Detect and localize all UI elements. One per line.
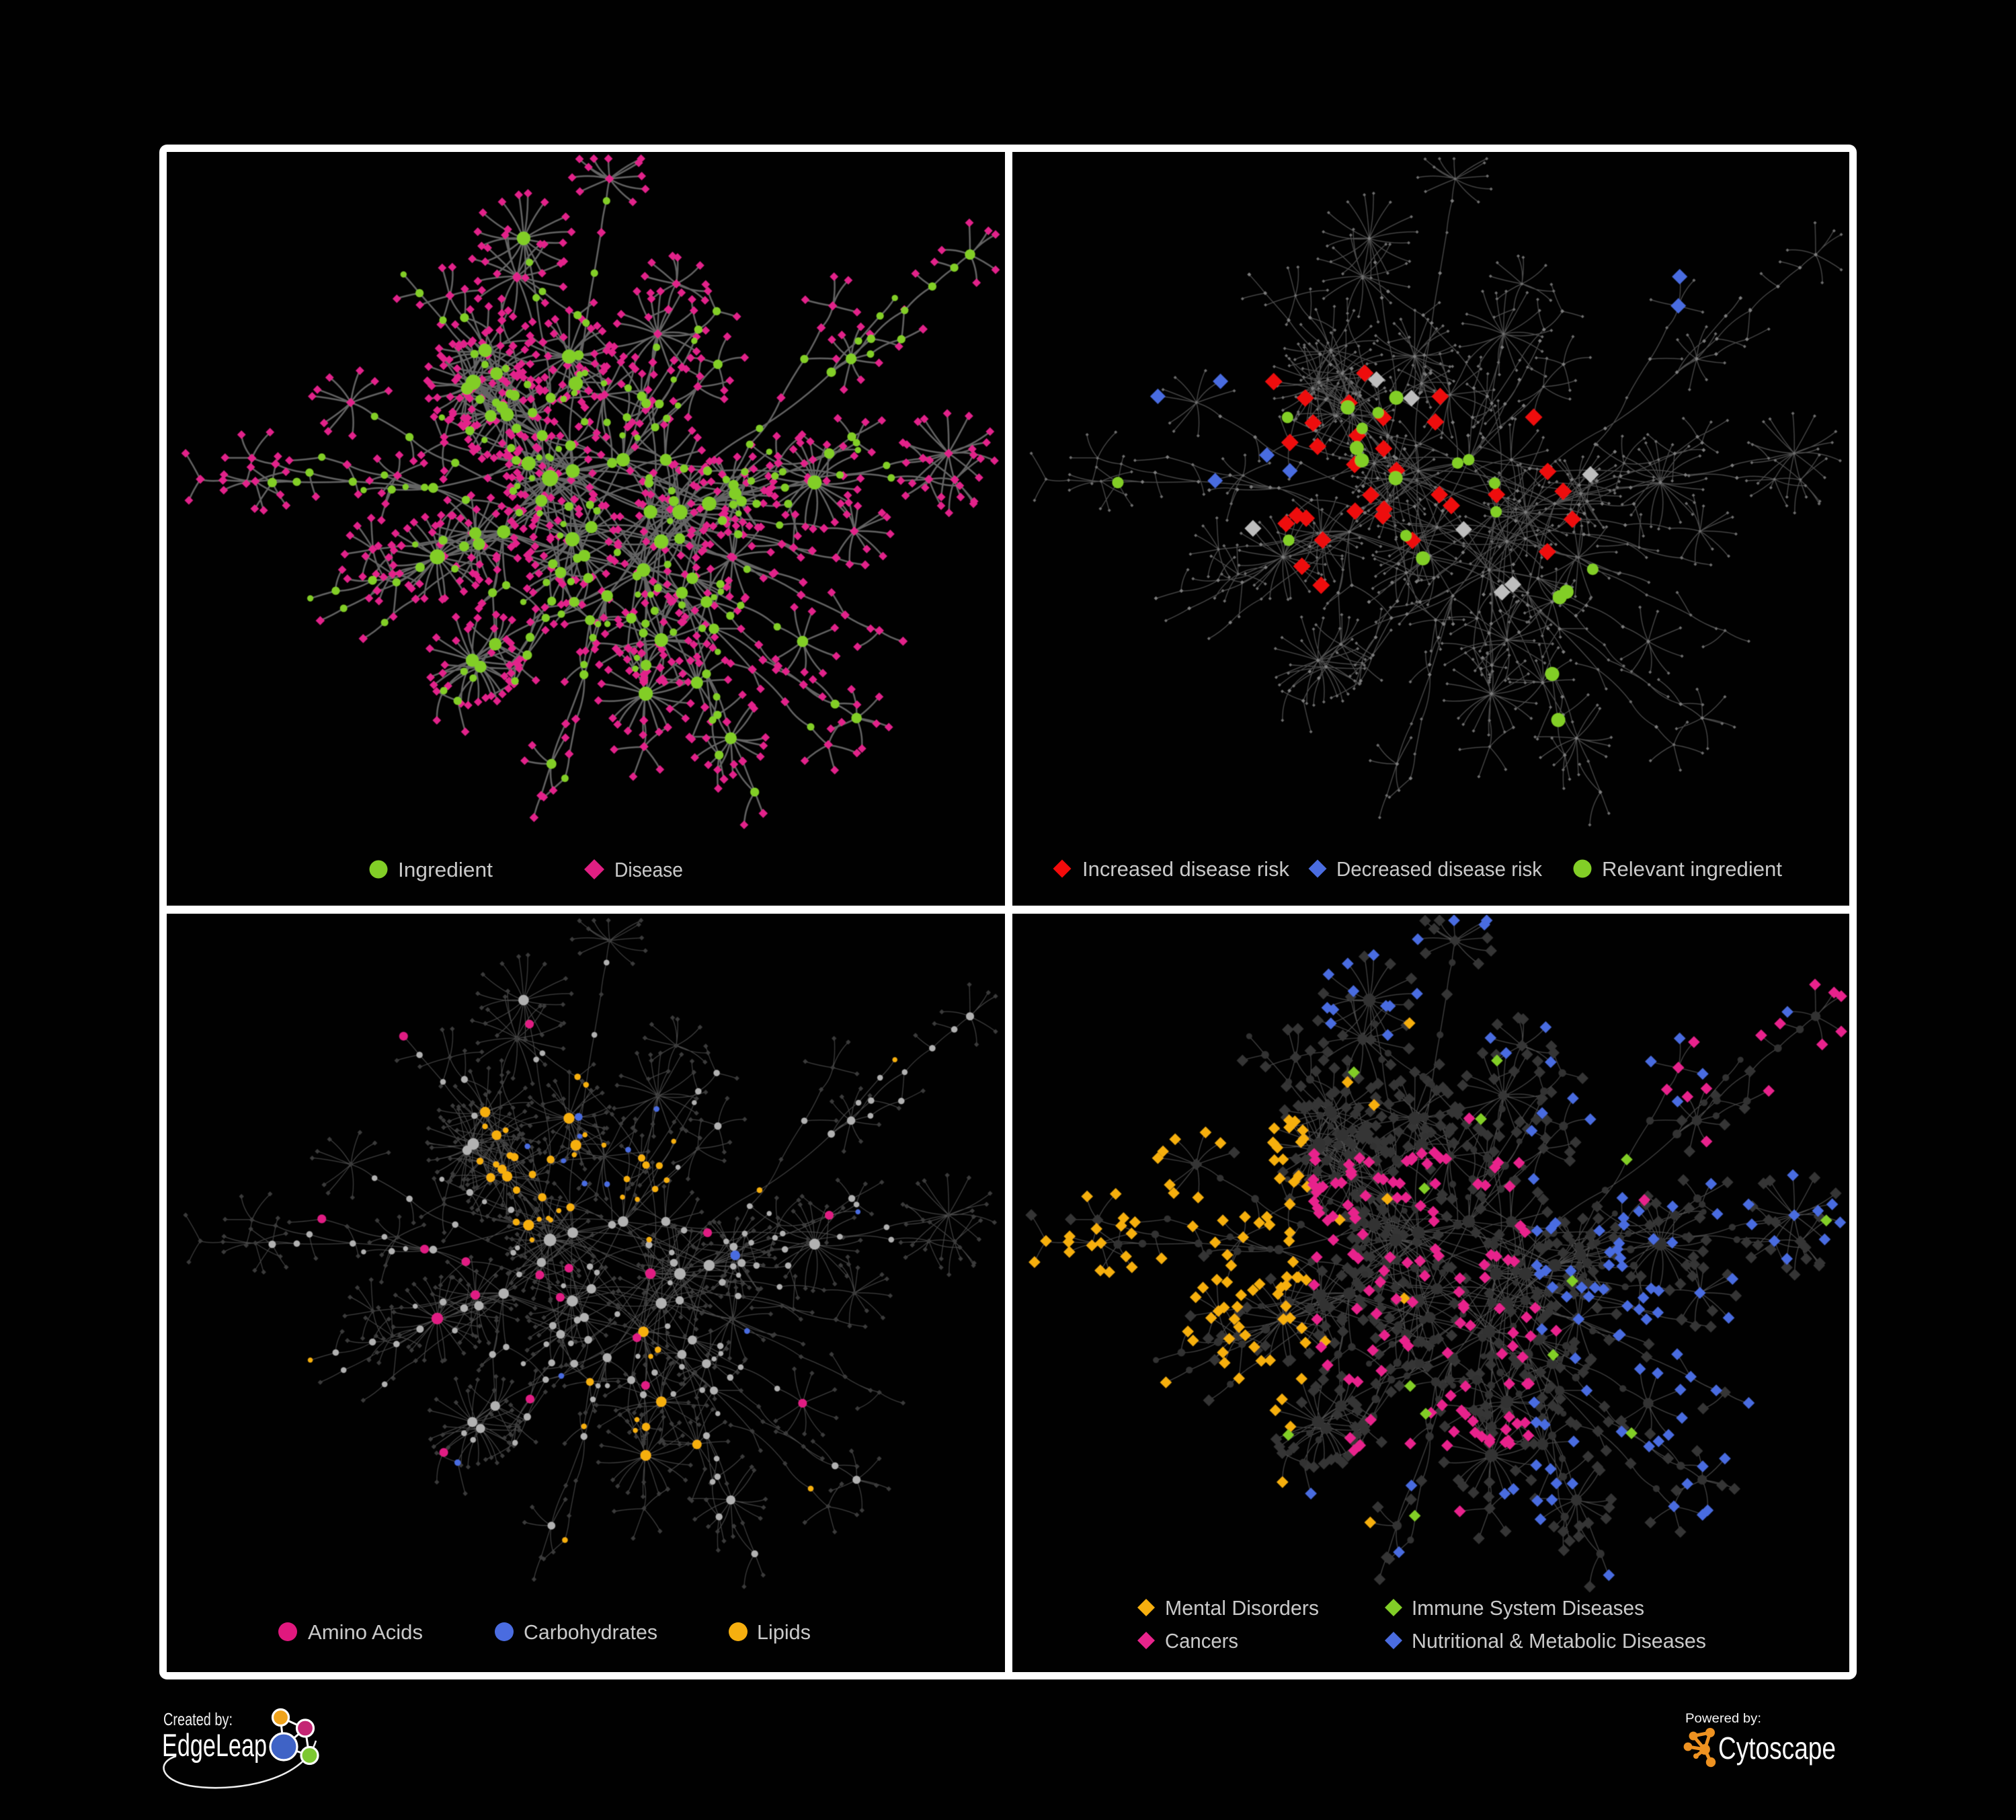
svg-text:Created by:: Created by:	[163, 1709, 233, 1729]
svg-text:Increased disease risk: Increased disease risk	[1082, 857, 1289, 881]
svg-text:Cytoscape: Cytoscape	[1718, 1731, 1836, 1766]
svg-text:Nutritional & Metabolic Diseas: Nutritional & Metabolic Diseases	[1412, 1629, 1706, 1653]
svg-text:Carbohydrates: Carbohydrates	[524, 1620, 657, 1644]
svg-text:Cancers: Cancers	[1165, 1629, 1238, 1653]
svg-text:Disease: Disease	[614, 858, 683, 881]
svg-text:Ingredient: Ingredient	[398, 858, 493, 881]
svg-text:Lipids: Lipids	[757, 1620, 811, 1644]
svg-text:Powered by:: Powered by:	[1685, 1711, 1761, 1726]
svg-text:Relevant ingredient: Relevant ingredient	[1602, 857, 1782, 881]
svg-text:Decreased disease risk: Decreased disease risk	[1336, 857, 1542, 881]
svg-text:Immune System Diseases: Immune System Diseases	[1412, 1596, 1644, 1620]
svg-text:Mental Disorders: Mental Disorders	[1165, 1596, 1319, 1620]
svg-text:Amino Acids: Amino Acids	[308, 1620, 423, 1644]
svg-text:EdgeLeap: EdgeLeap	[162, 1727, 267, 1763]
